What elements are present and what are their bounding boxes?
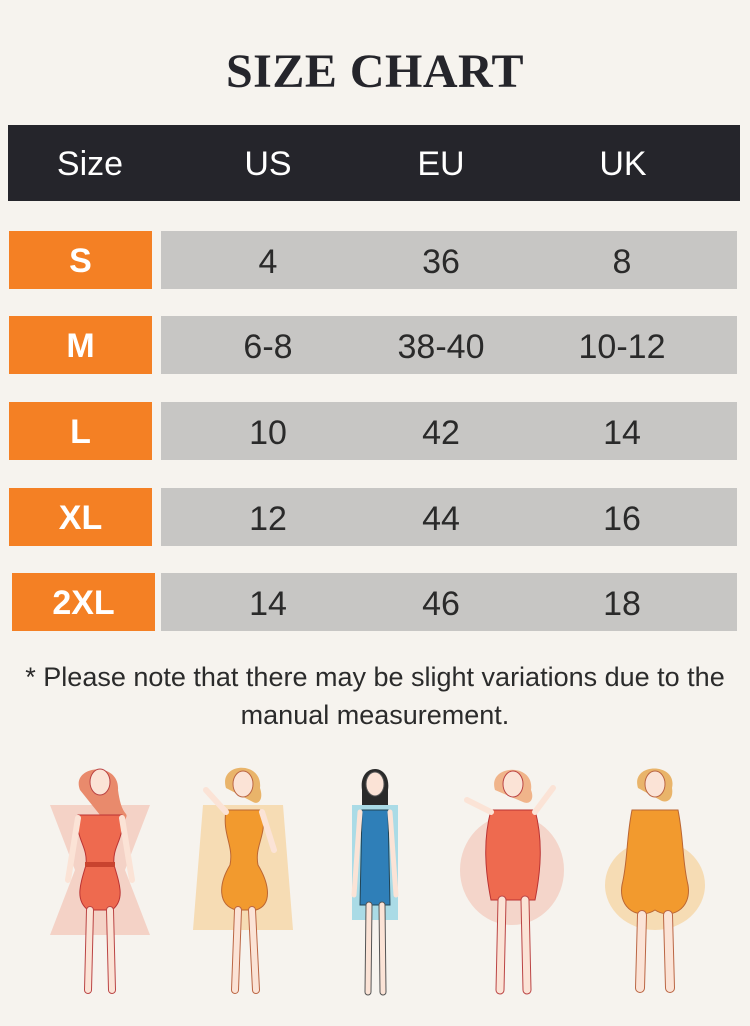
eu-value: 42: [422, 414, 460, 452]
header-eu: EU: [417, 145, 465, 183]
table-row: XL 12 44 16: [0, 488, 750, 546]
size-label: XL: [9, 488, 152, 546]
body-shape-illustrations: [0, 760, 750, 1000]
uk-value: 14: [603, 414, 641, 452]
size-label: S: [9, 231, 152, 289]
uk-value: 16: [603, 500, 641, 538]
body-shape-hourglass-icon: [50, 768, 150, 994]
table-row: 2XL 14 46 18: [0, 573, 750, 631]
uk-value: 10-12: [578, 328, 666, 366]
size-label: 2XL: [12, 573, 155, 631]
body-shape-apple-icon: [460, 769, 564, 995]
body-shape-pear-icon: [193, 767, 293, 994]
page-title: SIZE CHART: [225, 45, 525, 98]
size-values: 4 36 8: [161, 231, 737, 289]
uk-value: 18: [603, 585, 641, 623]
table-row: S 4 36 8: [0, 231, 750, 289]
size-values: 6-8 38-40 10-12: [161, 316, 737, 374]
eu-value: 38-40: [397, 328, 485, 366]
header-uk: UK: [599, 145, 647, 183]
body-shape-curvy-back-icon: [605, 768, 705, 993]
measurement-note: * Please note that there may be slight v…: [25, 662, 725, 730]
us-value: 14: [249, 585, 287, 623]
us-value: 12: [249, 500, 287, 538]
header-size: Size: [56, 145, 124, 183]
table-header: Size US EU UK: [8, 125, 740, 201]
size-values: 14 46 18: [161, 573, 737, 631]
size-label: M: [9, 316, 152, 374]
size-values: 12 44 16: [161, 488, 737, 546]
eu-value: 46: [422, 585, 460, 623]
us-value: 6-8: [243, 328, 293, 366]
size-values: 10 42 14: [161, 402, 737, 460]
body-shape-rectangle-icon: [351, 769, 399, 996]
header-us: US: [244, 145, 292, 183]
us-value: 4: [258, 243, 278, 281]
eu-value: 36: [422, 243, 460, 281]
table-row: L 10 42 14: [0, 402, 750, 460]
size-label: L: [9, 402, 152, 460]
us-value: 10: [249, 414, 287, 452]
eu-value: 44: [422, 500, 460, 538]
uk-value: 8: [612, 243, 632, 281]
table-row: M 6-8 38-40 10-12: [0, 316, 750, 374]
